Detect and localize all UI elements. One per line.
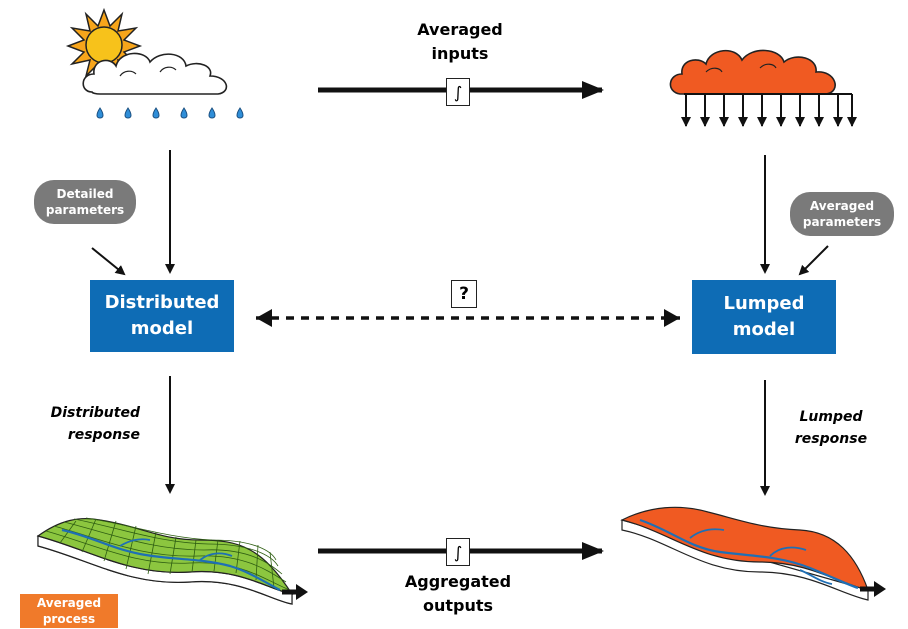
averaged-inputs-line2: inputs: [431, 44, 489, 63]
averaged-inputs-line1: Averaged: [417, 20, 503, 39]
integral-box-bottom: ∫: [446, 538, 470, 566]
uniform-rain-cloud-icon: [669, 49, 857, 127]
detailed-parameters-line1: Detailed: [56, 187, 114, 201]
averaged-parameters-arrow: [798, 245, 829, 276]
integral-symbol-bottom: ∫: [453, 542, 463, 562]
distributed-model-box: Distributed model: [90, 280, 234, 352]
distributed-model-line2: model: [130, 318, 194, 339]
averaged-parameters-line1: Averaged: [809, 199, 875, 213]
detailed-parameters-pill: Detailed parameters: [34, 180, 136, 224]
lumped-model-line1: Lumped: [723, 293, 805, 314]
lumped-model-box: Lumped model: [692, 280, 836, 354]
averaged-process-tag: Averaged process: [20, 594, 118, 628]
lumped-model-line2: model: [732, 319, 796, 340]
averaged-parameters-line2: parameters: [802, 215, 882, 229]
question-symbol: ?: [459, 284, 469, 304]
distributed-response-line2: response: [67, 427, 140, 443]
question-box: ?: [451, 280, 477, 308]
integral-symbol-top: ∫: [453, 82, 463, 102]
distributed-response-label: Distributed response: [20, 402, 140, 446]
averaged-process-line2: process: [42, 612, 96, 626]
dashed-arrow-left-head: [256, 309, 272, 327]
lumped-response-line2: response: [794, 431, 868, 447]
distributed-grid-landscape: [36, 517, 308, 605]
lumped-response-label: Lumped response: [786, 406, 876, 450]
averaged-parameters-pill: Averaged parameters: [790, 192, 894, 236]
aggregated-outputs-line2: outputs: [422, 596, 494, 615]
aggregated-outputs-line1: Aggregated: [404, 572, 512, 591]
aggregated-outputs-label: Aggregated outputs: [376, 570, 540, 618]
detailed-parameters-arrow: [91, 247, 126, 276]
sun-cloud-rain-icon: [65, 7, 244, 119]
detailed-parameters-line2: parameters: [45, 203, 125, 217]
averaged-process-line1: Averaged: [36, 596, 102, 610]
lumped-landscape: [620, 506, 886, 601]
integral-box-top: ∫: [446, 78, 470, 106]
lumped-response-line1: Lumped: [799, 409, 863, 425]
distributed-response-line1: Distributed: [50, 405, 140, 421]
dashed-arrow-right-head: [664, 309, 680, 327]
distributed-model-line1: Distributed: [104, 292, 220, 313]
averaged-inputs-label: Averaged inputs: [390, 18, 530, 66]
